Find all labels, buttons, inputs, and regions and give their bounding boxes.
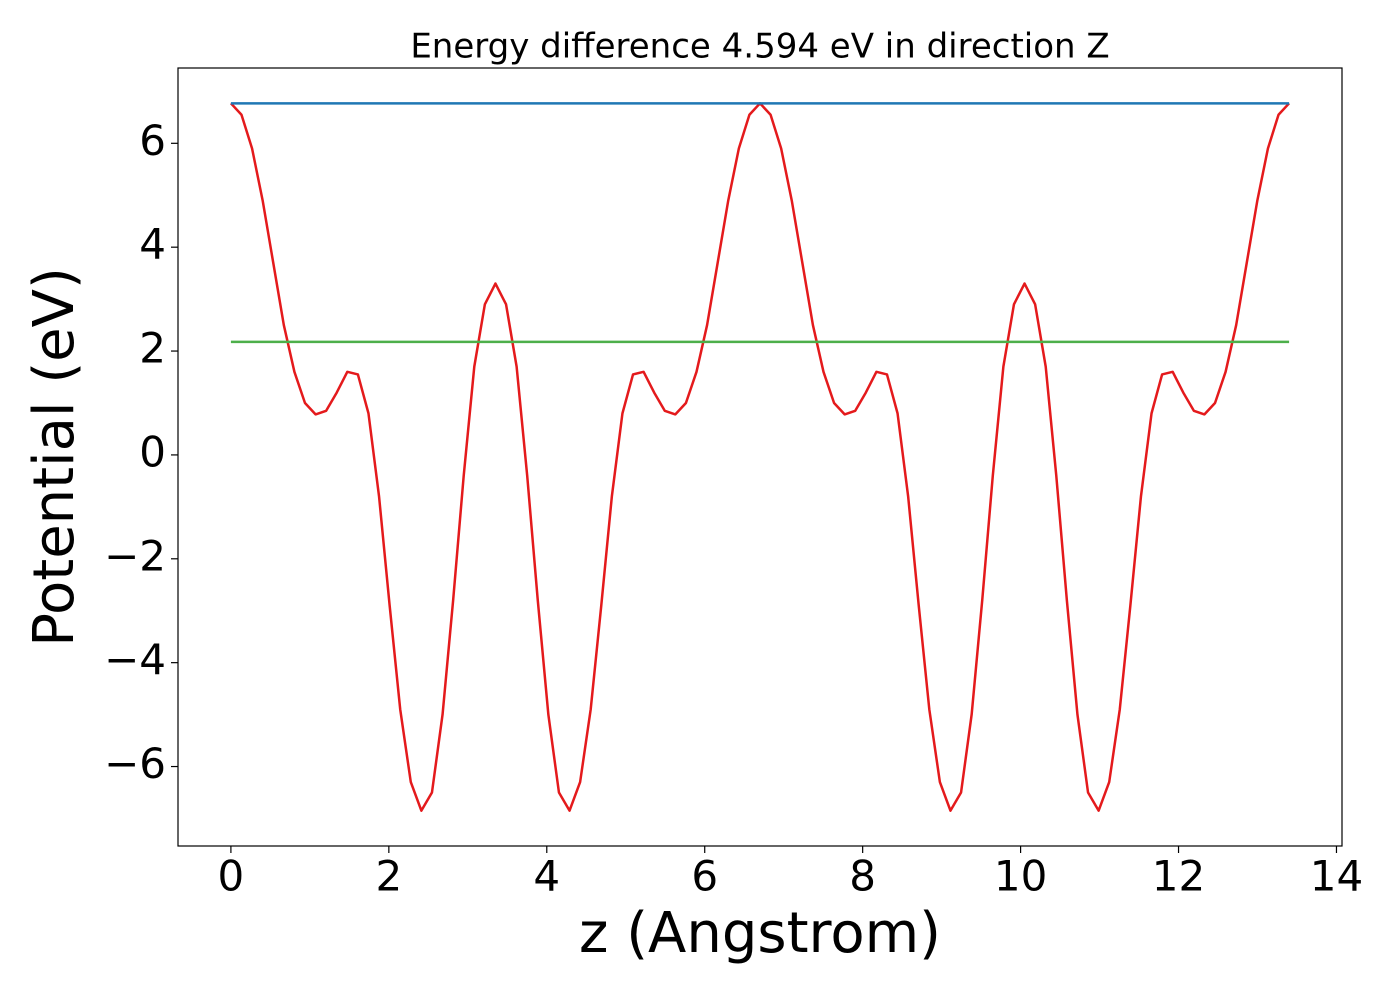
x-tick-label: 14 — [1310, 852, 1363, 901]
y-tick-label: 2 — [139, 324, 166, 373]
x-tick-label: 4 — [533, 852, 560, 901]
x-tick-label: 8 — [849, 852, 876, 901]
x-tick-label: 12 — [1152, 852, 1205, 901]
chart-title: Energy difference 4.594 eV in direction … — [410, 27, 1109, 67]
y-axis-label: Potential (eV) — [22, 267, 87, 647]
x-axis-label: z (Angstrom) — [579, 901, 941, 966]
x-tick-label: 0 — [218, 852, 245, 901]
y-tick-label: 4 — [139, 220, 166, 269]
y-tick-label: 6 — [139, 116, 166, 165]
y-tick-label: −4 — [104, 635, 166, 684]
plot-frame — [177, 67, 1343, 847]
y-tick-label: −6 — [104, 739, 166, 788]
x-tick-label: 2 — [375, 852, 402, 901]
x-tick-label: 10 — [994, 852, 1047, 901]
y-tick-label: −2 — [104, 531, 166, 580]
x-tick-label: 6 — [691, 852, 718, 901]
y-tick-label: 0 — [139, 427, 166, 476]
